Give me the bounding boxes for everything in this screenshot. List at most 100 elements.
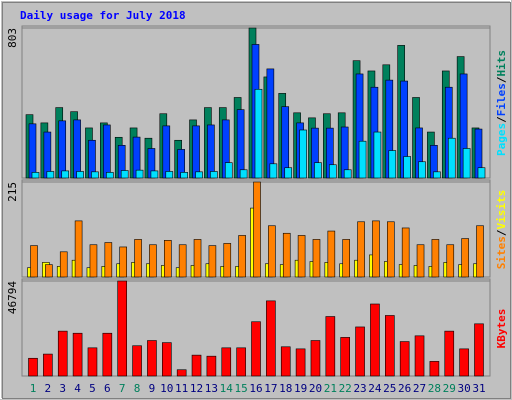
x-tick-label: 13 xyxy=(205,382,218,395)
legend-separator: / xyxy=(495,116,508,123)
bar xyxy=(28,357,38,377)
x-tick-label: 23 xyxy=(353,382,366,395)
bar xyxy=(45,264,53,278)
x-tick-label: 17 xyxy=(264,382,277,395)
bar xyxy=(342,239,351,278)
bar xyxy=(239,169,248,179)
bar xyxy=(89,244,98,278)
bar xyxy=(132,345,142,377)
bar xyxy=(401,227,410,278)
bar xyxy=(147,340,157,377)
bar xyxy=(162,342,172,377)
bar xyxy=(57,330,68,377)
bar xyxy=(476,225,484,278)
x-tick-label: 6 xyxy=(104,382,111,395)
bar xyxy=(238,235,246,278)
bar xyxy=(325,316,336,377)
bar xyxy=(91,171,99,179)
bar xyxy=(43,131,52,179)
x-tick-label: 3 xyxy=(59,382,66,395)
bar xyxy=(297,235,306,278)
bar xyxy=(176,369,187,377)
bar xyxy=(253,181,261,278)
bar xyxy=(164,240,172,278)
bar xyxy=(299,129,307,179)
bar xyxy=(180,172,188,179)
bar xyxy=(208,245,217,278)
bar xyxy=(295,348,306,377)
bar xyxy=(223,243,232,278)
bar xyxy=(134,239,142,278)
bar xyxy=(372,220,380,278)
bar xyxy=(399,341,410,377)
x-tick-label: 25 xyxy=(383,382,396,395)
bar xyxy=(343,169,352,179)
bar xyxy=(251,321,261,377)
bar xyxy=(76,171,84,179)
x-tick-label: 1 xyxy=(30,382,37,395)
bar xyxy=(459,348,469,377)
x-tick-label: 12 xyxy=(190,382,203,395)
x-tick-label: 15 xyxy=(235,382,248,395)
x-tick-label: 24 xyxy=(368,382,382,395)
bar xyxy=(61,170,70,179)
bar xyxy=(73,119,81,179)
bar xyxy=(102,332,113,377)
bar xyxy=(43,353,53,377)
bar xyxy=(119,246,127,278)
bar xyxy=(254,88,263,179)
bar xyxy=(120,170,129,179)
x-tick-label: 14 xyxy=(220,382,234,395)
bar xyxy=(447,137,456,179)
bar xyxy=(221,347,232,377)
bar xyxy=(268,225,276,278)
legend: KBytes xyxy=(495,309,508,349)
bar xyxy=(104,242,113,278)
bar xyxy=(195,171,203,179)
bar xyxy=(191,354,202,377)
bar xyxy=(340,337,351,377)
bar xyxy=(281,106,290,179)
x-tick-label: 11 xyxy=(175,382,188,395)
bar xyxy=(210,171,218,179)
x-tick-label: 30 xyxy=(458,382,471,395)
bar xyxy=(384,315,395,377)
x-tick-label: 2 xyxy=(45,382,52,395)
bar xyxy=(103,124,111,179)
x-tick-label: 27 xyxy=(413,382,426,395)
bar xyxy=(373,131,382,179)
bar xyxy=(357,221,365,278)
x-tick-label: 5 xyxy=(89,382,96,395)
legend-entry: Hits xyxy=(495,50,508,77)
chart-title: Daily usage for July 2018 xyxy=(20,9,186,22)
bar xyxy=(431,239,440,278)
x-tick-label: 9 xyxy=(149,382,156,395)
bar xyxy=(266,300,276,377)
x-tick-label: 21 xyxy=(324,382,337,395)
bar xyxy=(192,125,200,179)
bar xyxy=(117,280,127,377)
bar xyxy=(162,125,171,179)
bar xyxy=(106,172,114,179)
legend: Pages/Files/Hits xyxy=(495,50,508,156)
bar xyxy=(462,148,471,179)
bar xyxy=(59,251,68,278)
x-tick-label: 22 xyxy=(339,382,352,395)
bar xyxy=(329,164,337,179)
bar xyxy=(28,123,37,179)
x-tick-label: 19 xyxy=(294,382,307,395)
bar xyxy=(269,163,278,179)
bar xyxy=(314,162,322,179)
bar xyxy=(236,347,246,377)
bar xyxy=(416,244,425,278)
legend-entry: Pages xyxy=(495,123,508,156)
bar xyxy=(207,124,215,179)
bar xyxy=(31,172,40,179)
y-tick-label: 215 xyxy=(6,182,19,202)
bar xyxy=(429,361,440,377)
legend-entry: Sites xyxy=(495,236,508,269)
bar xyxy=(358,140,367,179)
bar xyxy=(46,171,55,179)
